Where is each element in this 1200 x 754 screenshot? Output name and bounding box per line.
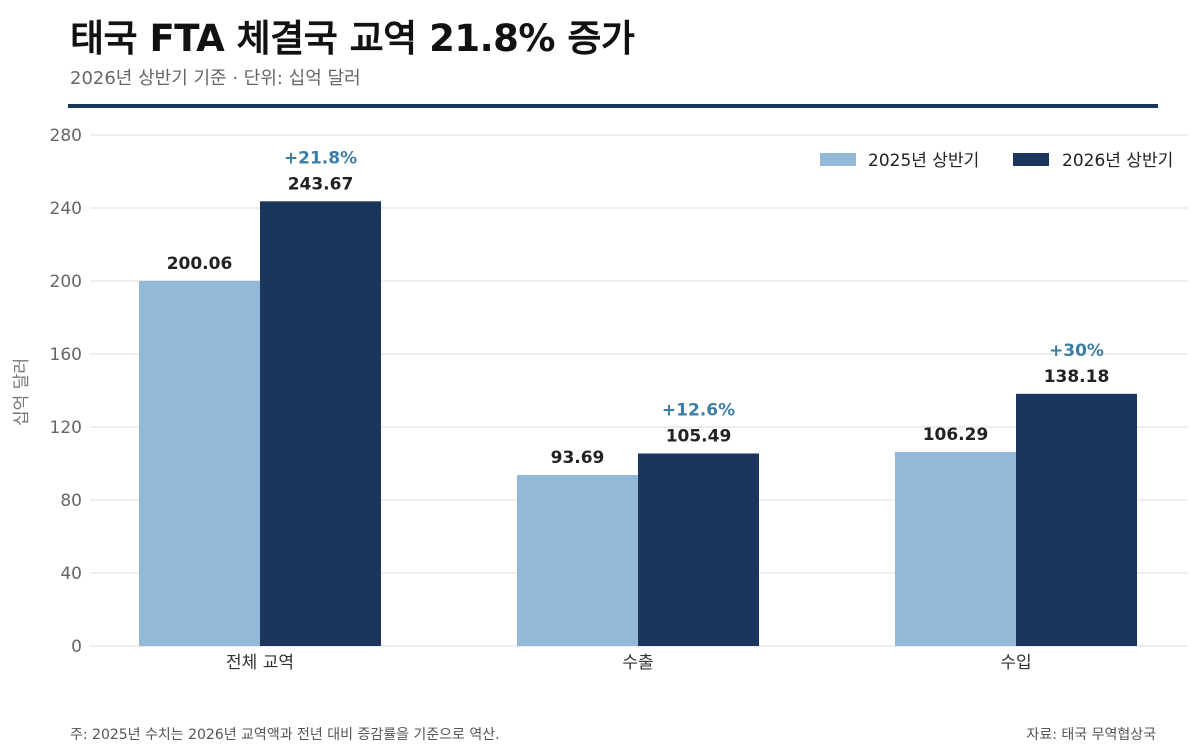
x-tick-label-2: 수입 xyxy=(1000,653,1031,673)
legend-label-2025: 2025년 상반기 xyxy=(868,151,979,171)
data-labels: 200.06 243.67 +21.8% 93.69 105.49 +12.6% 106.2… xyxy=(167,148,1110,468)
value-label-2026-1: 105.49 xyxy=(666,426,732,446)
x-tick-label-1: 수출 xyxy=(622,653,653,673)
y-tick-label: 160 xyxy=(50,345,82,365)
legend-label-2026: 2026년 상반기 xyxy=(1062,151,1173,171)
y-tick-label: 120 xyxy=(50,418,82,438)
value-label-2025-2: 106.29 xyxy=(923,425,989,445)
x-tick-label-0: 전체 교역 xyxy=(226,653,294,673)
y-tick-label: 0 xyxy=(71,637,82,657)
bar-2025-0 xyxy=(139,280,260,646)
change-label-2: +30% xyxy=(1049,341,1104,361)
value-label-2026-2: 138.18 xyxy=(1044,367,1110,387)
value-label-2026-0: 243.67 xyxy=(288,174,354,194)
y-tick-label: 40 xyxy=(60,564,82,584)
value-label-2025-1: 93.69 xyxy=(551,448,605,468)
value-label-2025-0: 200.06 xyxy=(167,254,233,274)
y-axis-ticks: 0 40 80 120 160 200 240 280 xyxy=(50,126,82,657)
y-tick-label: 200 xyxy=(50,272,82,292)
legend-swatch-2025 xyxy=(820,153,856,166)
chart-subtitle: 2026년 상반기 기준 · 단위: 십억 달러 xyxy=(70,68,361,89)
y-tick-label: 280 xyxy=(50,126,82,146)
bar-2025-2 xyxy=(895,452,1016,646)
footnote: 주: 2025년 수치는 2026년 교역액과 전년 대비 증감률을 기준으로 … xyxy=(70,727,500,743)
bar-2026-0 xyxy=(260,201,381,646)
y-tick-label: 80 xyxy=(60,491,82,511)
bar-2025-1 xyxy=(517,475,638,646)
source-note: 자료: 태국 무역협상국 xyxy=(1026,727,1156,743)
change-label-0: +21.8% xyxy=(284,148,357,168)
y-tick-label: 240 xyxy=(50,199,82,219)
change-label-1: +12.6% xyxy=(662,400,735,420)
title-rule xyxy=(68,104,1158,108)
legend: 2025년 상반기 2026년 상반기 xyxy=(820,151,1173,171)
bar-2026-2 xyxy=(1016,393,1137,646)
bar-2026-1 xyxy=(638,453,759,646)
y-axis-label: 십억 달러 xyxy=(12,358,32,426)
legend-swatch-2026 xyxy=(1013,153,1049,166)
x-axis-ticks: 전체 교역 수출 수입 xyxy=(226,653,1032,673)
chart-title: 태국 FTA 체결국 교역 21.8% 증가 xyxy=(70,17,635,60)
bars xyxy=(139,201,1137,646)
